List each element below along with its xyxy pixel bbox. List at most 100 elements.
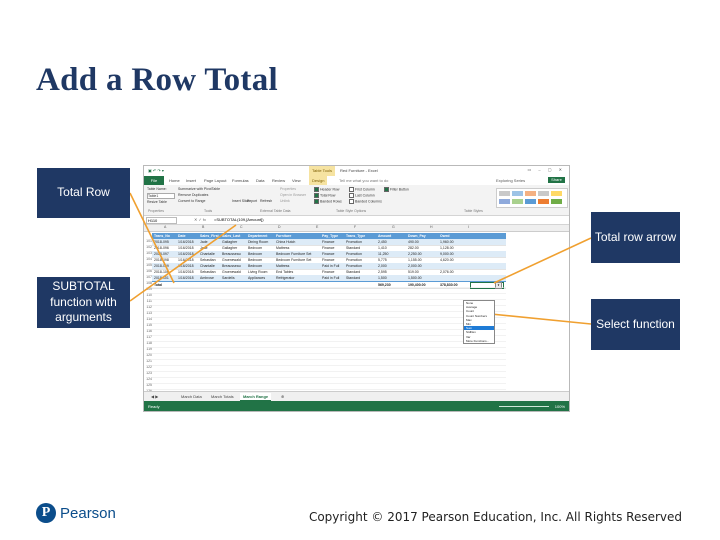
name-box[interactable]: H110 xyxy=(146,217,177,224)
tab-view[interactable]: View xyxy=(292,178,301,183)
properties-button[interactable]: Properties xyxy=(280,187,296,191)
dropdown-option[interactable]: StdDev xyxy=(466,330,476,335)
table-cell[interactable]: 282.00 xyxy=(408,246,419,250)
table-cell[interactable]: Sales_Last xyxy=(222,234,241,238)
table-cell[interactable]: Gruenewald xyxy=(222,258,241,262)
zoom-level[interactable]: 100% xyxy=(554,404,565,409)
table-cell[interactable]: 2,595 xyxy=(378,270,387,274)
row-number[interactable]: 101 xyxy=(146,239,152,243)
row-number[interactable]: 105 xyxy=(146,263,152,267)
table-cell[interactable]: Pay_Type xyxy=(322,234,339,238)
row-number[interactable]: 118 xyxy=(146,341,152,345)
fx-icon[interactable]: ✕ ✓ fx xyxy=(194,217,207,222)
table-cell[interactable]: 1/16/2018 xyxy=(178,240,194,244)
tab-insert[interactable]: Insert xyxy=(186,178,197,183)
table-cell[interactable]: 1,960.00 xyxy=(440,240,454,244)
table-cell[interactable]: Jade xyxy=(200,240,208,244)
row-number[interactable]: 112 xyxy=(146,305,152,309)
summarize-pivot-button[interactable]: Summarize with PivotTable xyxy=(178,187,221,191)
filter-button-checkbox[interactable]: Filter Button xyxy=(384,187,409,192)
table-cell[interactable]: Chantalle xyxy=(200,252,215,256)
table-cell[interactable]: Appliances xyxy=(248,276,266,280)
zoom-slider[interactable] xyxy=(499,405,549,407)
dropdown-option[interactable]: Count xyxy=(466,309,475,314)
table-cell[interactable]: Mattress xyxy=(276,264,290,268)
row-number[interactable]: 120 xyxy=(146,353,152,357)
sheet-tab-march-data[interactable]: March Data xyxy=(181,394,202,399)
table-cell[interactable]: Owed xyxy=(440,234,450,238)
tab-file[interactable]: File xyxy=(144,176,164,185)
banded-rows-checkbox[interactable]: Banded Rows xyxy=(314,199,342,204)
table-cell[interactable]: Breausseau xyxy=(222,252,241,256)
share-button[interactable]: Share xyxy=(548,177,565,183)
row-number[interactable]: 121 xyxy=(146,359,152,363)
table-cell[interactable]: Standard xyxy=(346,246,361,250)
formula-input[interactable]: =SUBTOTAL(109,[Amount]) xyxy=(214,217,264,222)
table-cell[interactable]: Bedroom xyxy=(248,258,263,262)
table-cell[interactable]: 519.00 xyxy=(408,270,419,274)
row-number[interactable]: 102 xyxy=(146,245,152,249)
resize-table-button[interactable]: Resize Table xyxy=(147,200,167,204)
tell-me-search[interactable]: Tell me what you want to do xyxy=(339,178,389,183)
table-cell[interactable]: Sebastian xyxy=(200,258,216,262)
total-function-dropdown[interactable]: None Average Count Count Numbers Max Min Sum St… xyxy=(463,300,495,344)
table-cell[interactable]: Standard xyxy=(346,276,361,280)
table-cell[interactable]: 2,000 xyxy=(378,264,387,268)
table-cell[interactable]: Bedroom xyxy=(248,264,263,268)
refresh-button[interactable]: Refresh xyxy=(260,199,273,203)
table-cell[interactable]: Living Room xyxy=(248,270,268,274)
table-cell[interactable]: Paid in Full xyxy=(322,276,340,280)
table-cell[interactable]: Trans_No xyxy=(154,234,170,238)
table-cell[interactable]: Standard xyxy=(346,270,361,274)
unlink-button[interactable]: Unlink xyxy=(280,199,290,203)
table-cell[interactable]: 2,250.00 xyxy=(408,252,422,256)
table-cell[interactable]: 2018-100 xyxy=(154,270,169,274)
table-cell[interactable]: 1/16/2018 xyxy=(178,276,194,280)
table-cell[interactable]: 2018-097 xyxy=(154,252,169,256)
table-cell[interactable]: Gruenewald xyxy=(222,270,241,274)
row-number[interactable]: 109 xyxy=(146,287,152,291)
table-cell[interactable]: Bedroom Furniture Set xyxy=(276,258,312,262)
dropdown-option[interactable]: Sum xyxy=(464,326,494,331)
row-number[interactable]: 103 xyxy=(146,251,152,255)
table-cell[interactable]: 1/16/2018 xyxy=(178,252,194,256)
table-styles-gallery[interactable] xyxy=(496,188,568,208)
table-cell[interactable]: Promotion xyxy=(346,264,362,268)
table-cell[interactable]: Finance xyxy=(322,258,335,262)
table-cell[interactable]: Gallagher xyxy=(222,246,238,250)
table-cell[interactable]: 2,450 xyxy=(378,240,387,244)
table-cell[interactable]: Finance xyxy=(322,240,335,244)
table-cell[interactable]: Dining Room xyxy=(248,240,269,244)
table-cell[interactable]: Promotion xyxy=(346,258,362,262)
table-cell[interactable]: Department xyxy=(248,234,268,238)
empty-grid-area[interactable] xyxy=(152,287,506,391)
table-cell[interactable]: Bedroom xyxy=(248,252,263,256)
table-cell[interactable]: 2018-099 xyxy=(154,264,169,268)
dropdown-option[interactable]: Min xyxy=(466,321,471,326)
table-name-field[interactable]: Table1 xyxy=(147,193,175,199)
table-cell[interactable]: 1/16/2018 xyxy=(178,258,194,262)
table-cell[interactable]: 1,500 xyxy=(378,276,387,280)
remove-duplicates-button[interactable]: Remove Duplicates xyxy=(178,193,209,197)
table-cell[interactable]: Sebastian xyxy=(200,270,216,274)
tab-design[interactable]: Design xyxy=(309,176,328,185)
table-cell[interactable]: 11,250 xyxy=(378,252,389,256)
table-cell[interactable]: End Tables xyxy=(276,270,294,274)
insert-slicer-button[interactable]: Insert Slicer xyxy=(232,199,251,203)
dropdown-option[interactable]: Average xyxy=(466,305,478,310)
table-cell[interactable]: 9,000.00 xyxy=(440,252,454,256)
row-number[interactable]: 124 xyxy=(146,377,152,381)
table-cell[interactable]: 1/16/2018 xyxy=(178,264,194,268)
row-number[interactable]: 122 xyxy=(146,365,152,369)
table-cell[interactable]: Finance xyxy=(322,246,335,250)
account-name[interactable]: Exploring Series xyxy=(496,178,526,183)
table-cell[interactable]: Mattress xyxy=(276,246,290,250)
total-row-checkbox[interactable]: Total Row xyxy=(314,193,335,198)
row-number[interactable]: 125 xyxy=(146,383,152,387)
tab-data[interactable]: Data xyxy=(256,178,265,183)
table-cell[interactable]: 378,830.00 xyxy=(440,283,458,287)
table-cell[interactable]: Date xyxy=(178,234,186,238)
window-controls[interactable]: ▭ – ▢ ✕ xyxy=(527,167,565,172)
dropdown-option[interactable]: More Functions... xyxy=(466,338,490,343)
table-cell[interactable]: 1,500.00 xyxy=(408,276,422,280)
